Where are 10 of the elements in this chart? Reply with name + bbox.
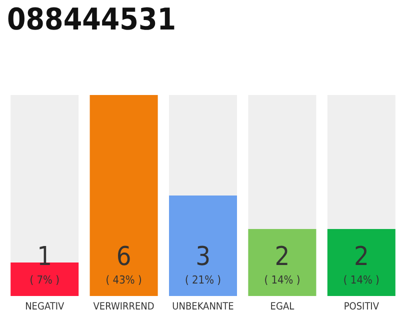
chart-title: 088444531 [7,2,176,38]
x-tick-label: POSITIV [344,302,380,312]
x-tick-label: VERWIRREND [93,302,154,312]
data-label: 6 ( 43% ) [106,242,142,286]
data-label: 2 ( 14% ) [343,242,380,286]
x-tick-label: EGAL [270,302,294,312]
x-tick-label: NEGATIV [25,302,65,312]
x-tick-label: UNBEKANNTE [172,302,234,312]
data-label: 3 ( 21% ) [184,242,222,286]
data-label: 2 ( 14% ) [264,242,300,286]
